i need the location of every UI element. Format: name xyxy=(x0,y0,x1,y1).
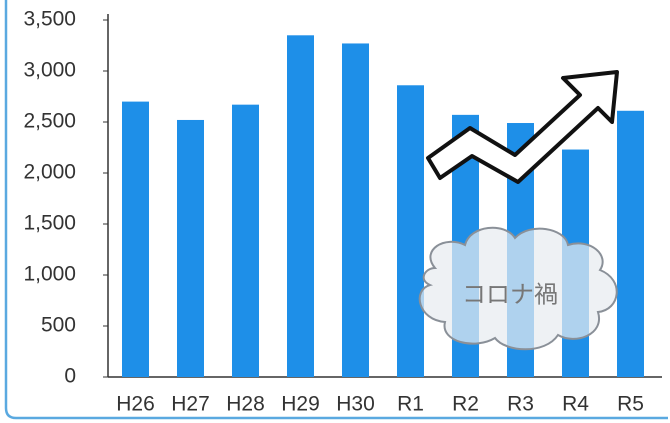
x-ticks: H26 H27 H28 H29 H30 R1 R2 R3 R4 R5 xyxy=(116,393,644,416)
y-tick-label: 1,000 xyxy=(23,263,76,286)
y-tick-label: 2,500 xyxy=(23,110,76,133)
x-tick-label: R2 xyxy=(452,393,479,416)
bar xyxy=(177,119,204,378)
frame xyxy=(4,0,668,420)
y-tick-label: 0 xyxy=(64,365,76,388)
bar xyxy=(342,43,369,378)
x-tick-label: H28 xyxy=(226,393,265,416)
x-tick-label: R1 xyxy=(397,393,424,416)
bar xyxy=(397,85,424,377)
y-tick-label: 500 xyxy=(41,314,76,337)
annotation: コロナ禍 xyxy=(462,281,558,308)
x-tick-label: R5 xyxy=(617,393,644,416)
arrow xyxy=(426,70,619,184)
x-tick-label: H30 xyxy=(336,393,375,416)
x-tick-label: R3 xyxy=(507,393,534,416)
bar xyxy=(617,110,644,377)
bar xyxy=(232,104,259,377)
x-tick-label: H26 xyxy=(116,393,155,416)
x-tick-label: H29 xyxy=(281,393,320,416)
cloud xyxy=(418,226,618,351)
y-tick-label: 3,500 xyxy=(23,8,76,31)
x-tick-label: H27 xyxy=(171,393,210,416)
y-tick-label: 3,000 xyxy=(23,59,76,82)
y-tick-label: 1,500 xyxy=(23,212,76,235)
bar xyxy=(287,35,314,378)
bars xyxy=(122,35,644,378)
x-tick-label: R4 xyxy=(562,393,589,416)
y-ticks: 0 500 1,000 1,500 2,000 2,500 3,000 3,500 xyxy=(23,8,108,388)
bar xyxy=(122,101,149,377)
y-tick-label: 2,000 xyxy=(23,161,76,184)
